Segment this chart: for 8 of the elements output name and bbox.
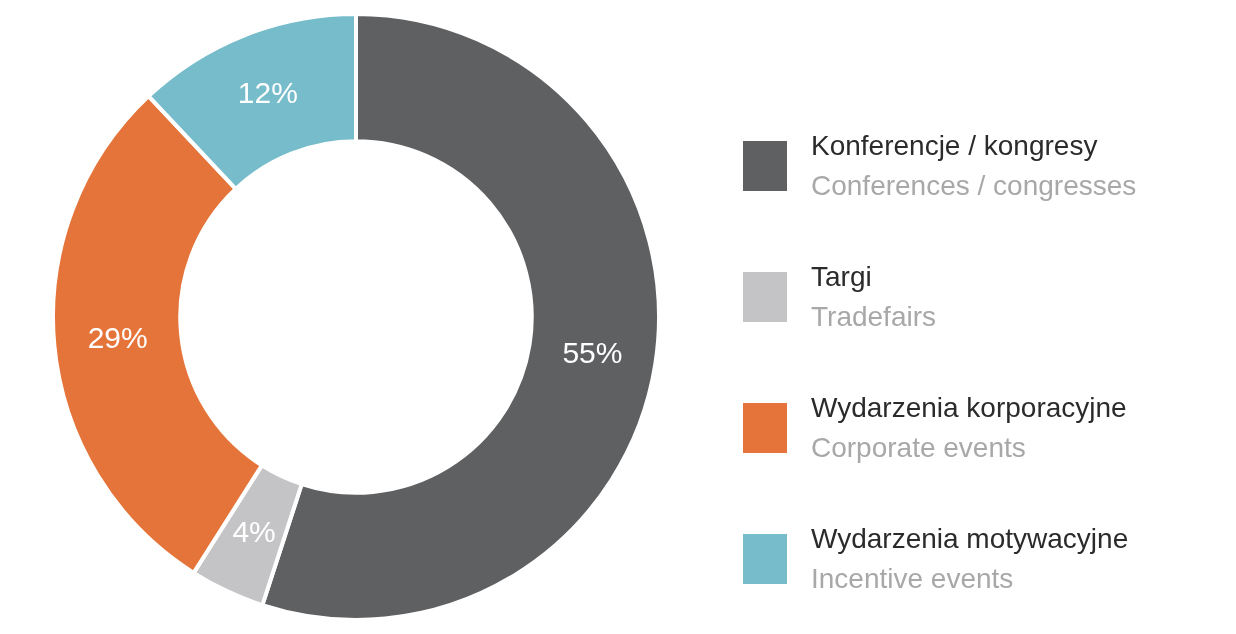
data-label: 29% (87, 320, 148, 354)
legend-label: Wydarzenia korporacyjne Corporate events (811, 390, 1127, 465)
data-label: 12% (237, 75, 298, 109)
legend-label: Targi Tradefairs (811, 259, 937, 334)
legend-label: Wydarzenia motywacyjne Incentive events (811, 521, 1129, 596)
data-label: 55% (562, 335, 623, 369)
data-label: 4% (232, 514, 276, 548)
legend-label: Konferencje / kongresy Conferences / congresses (811, 128, 1137, 203)
